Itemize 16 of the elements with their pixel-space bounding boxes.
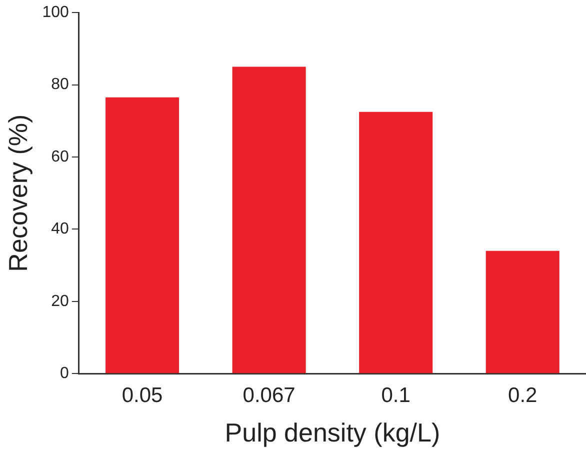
y-tick-label: 60 [51, 148, 69, 166]
x-tick-label: 0.05 [122, 384, 163, 407]
bar [486, 250, 560, 374]
bar [232, 66, 306, 374]
x-tick-label: 0.2 [508, 384, 538, 407]
y-tick-label: 40 [51, 220, 69, 238]
y-tick-label: 0 [60, 365, 69, 382]
y-tick-label: 80 [51, 76, 69, 94]
bar [106, 97, 180, 374]
x-tick-label: 0.1 [381, 384, 410, 407]
y-tick-label: 100 [42, 4, 69, 22]
x-axis-title: Pulp density (kg/L) [224, 418, 440, 448]
y-axis-title: Recovery (%) [2, 114, 33, 272]
y-tick-label: 20 [51, 292, 69, 310]
bar [359, 112, 433, 374]
x-tick-label: 0.067 [242, 384, 296, 407]
